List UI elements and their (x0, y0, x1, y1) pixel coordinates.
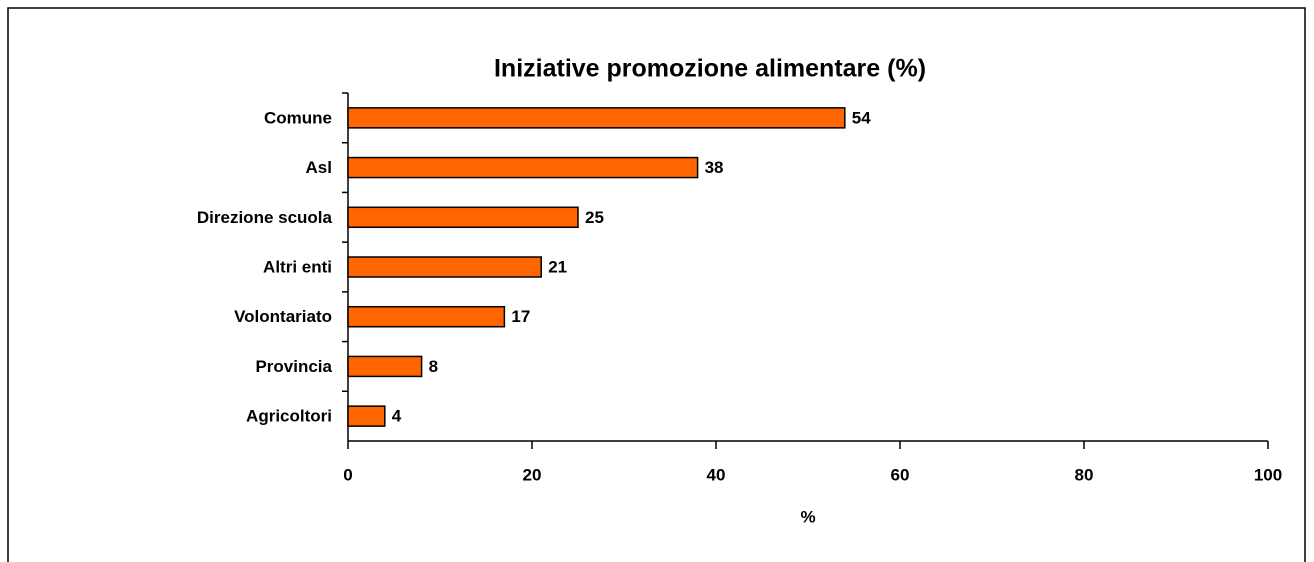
y-tick-label: Asl (306, 158, 332, 177)
data-label: 54 (852, 108, 871, 127)
data-label: 38 (705, 158, 724, 177)
x-tick-label: 60 (891, 465, 910, 484)
data-label: 25 (585, 208, 604, 227)
bar (347, 107, 846, 129)
x-axis-label: % (800, 507, 815, 526)
y-tick-label: Direzione scuola (197, 208, 333, 227)
x-tick-label: 80 (1075, 465, 1094, 484)
x-tick-label: 40 (707, 465, 726, 484)
chart-frame (7, 7, 1306, 562)
bar (347, 206, 579, 229)
bar (347, 355, 423, 378)
x-tick-label: 0 (343, 465, 352, 484)
y-tick-label: Altri enti (263, 257, 332, 276)
bar (347, 256, 542, 278)
data-label: 21 (548, 257, 567, 276)
y-tick-label: Comune (264, 108, 332, 127)
data-label: 4 (392, 407, 402, 426)
bar (347, 305, 506, 328)
data-label: 17 (511, 307, 530, 326)
chart-title: Iniziative promozione alimentare (%) (494, 55, 926, 83)
bar (347, 156, 699, 179)
y-tick-label: Provincia (255, 357, 332, 376)
y-tick-label: Agricoltori (246, 407, 332, 426)
x-tick-label: 100 (1254, 465, 1282, 484)
bar (347, 405, 386, 427)
y-tick-label: Volontariato (234, 307, 332, 326)
x-tick-label: 20 (523, 465, 542, 484)
data-label: 8 (429, 357, 438, 376)
